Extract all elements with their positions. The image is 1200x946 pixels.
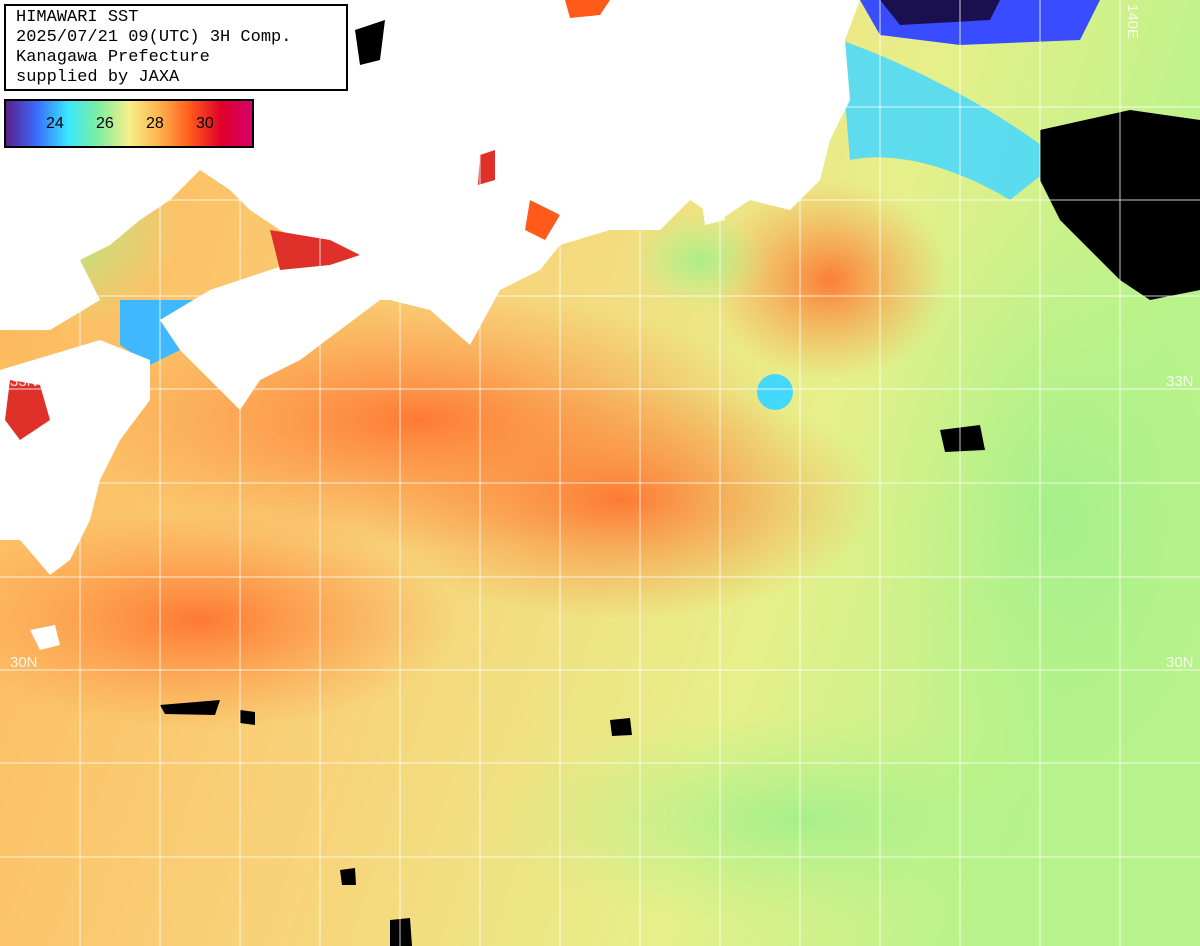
map-timestamp: 2025/07/21 09(UTC) 3H Comp. (16, 28, 292, 47)
cool-region (630, 210, 770, 310)
island-land (30, 625, 60, 650)
coastal-warm (478, 150, 495, 185)
coastal-warm (565, 0, 610, 18)
cloud-mask (610, 718, 632, 736)
legend-tick-28: 28 (146, 115, 164, 132)
cloud-mask (160, 700, 220, 715)
coastal-warm (525, 200, 560, 240)
cold-water (757, 374, 793, 410)
legend-tick-30: 30 (196, 115, 214, 132)
map-info-box: HIMAWARI SST 2025/07/21 09(UTC) 3H Comp.… (4, 4, 348, 91)
lat-label-30n-left: 30N (10, 654, 38, 671)
map-credit: supplied by JAXA (16, 68, 180, 87)
island-land (700, 185, 725, 225)
warm-region (0, 510, 460, 730)
warm-region (710, 180, 950, 380)
coastal-warm (270, 230, 360, 270)
lon-label-136e: 136E (484, 4, 501, 40)
shikoku-land (160, 250, 420, 410)
legend-tick-24: 24 (46, 115, 64, 132)
legend-color-bar (6, 101, 252, 146)
lat-label-30n-right: 30N (1166, 654, 1194, 671)
cloud-mask (880, 0, 1000, 25)
legend-tick-26: 26 (96, 115, 114, 132)
lon-label-140e: 140E (1124, 4, 1141, 40)
lat-label-33n-right: 33N (1166, 373, 1194, 390)
cloud-mask (940, 425, 985, 452)
temperature-legend: 24 26 28 30 (4, 99, 254, 148)
cold-water (840, 40, 1060, 200)
lat-label-33n-left: 33N (10, 373, 38, 390)
cloud-mask (340, 868, 356, 885)
cloud-mask (240, 710, 255, 725)
coastal-warm (5, 380, 50, 440)
map-publisher: Kanagawa Prefecture (16, 48, 210, 67)
map-title: HIMAWARI SST (16, 8, 139, 27)
cool-region (860, 190, 1200, 850)
cloud-mask (355, 20, 385, 65)
cloud-mask (390, 918, 412, 946)
warm-region (360, 380, 880, 620)
